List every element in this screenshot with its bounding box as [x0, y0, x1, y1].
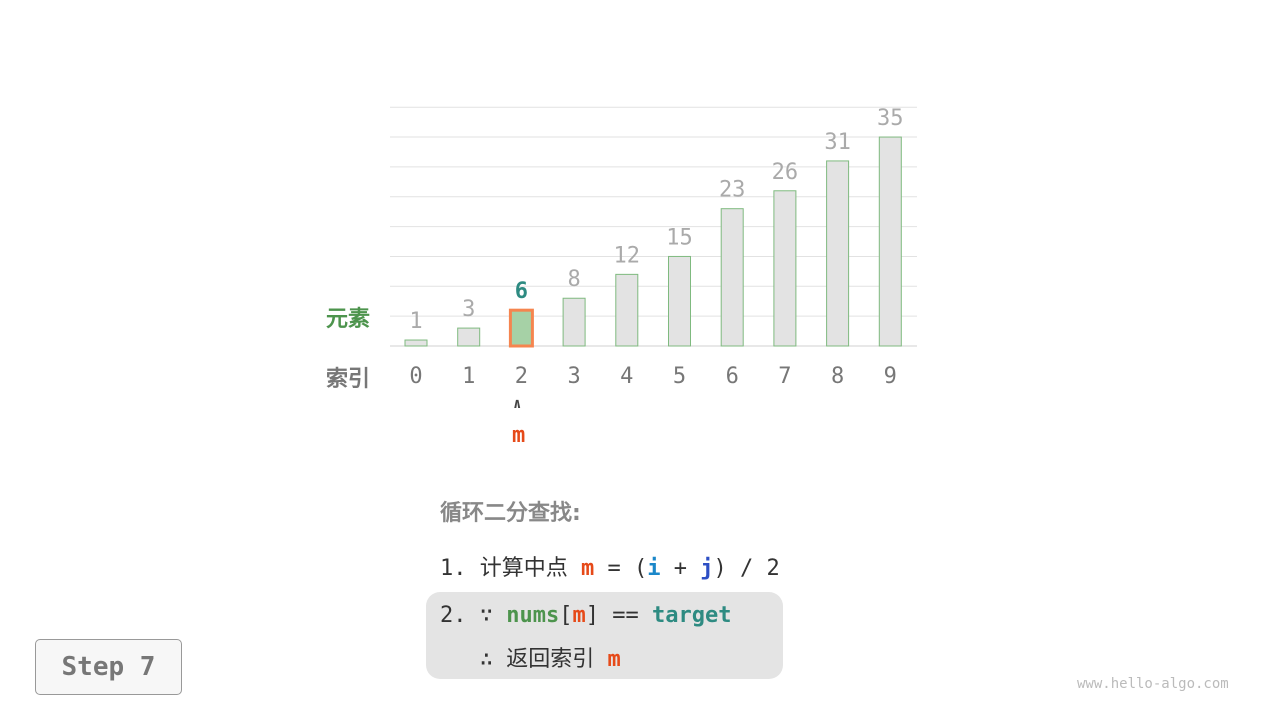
step-text: 返回索引: [506, 647, 595, 672]
bar-value-label: 35: [877, 106, 904, 131]
element-row-label: 元素: [326, 307, 371, 332]
bar: [720, 208, 744, 347]
bar: [562, 297, 586, 347]
index-tick-label: 2: [515, 364, 528, 389]
op: / 2: [740, 556, 780, 581]
bar: [878, 136, 902, 347]
var-j: j: [700, 556, 714, 581]
var-i: i: [647, 556, 661, 581]
bar-value-label: 6: [515, 279, 528, 304]
bar: [404, 339, 428, 347]
op: +: [673, 556, 688, 581]
index-tick-label: 3: [567, 364, 580, 389]
bar: [668, 255, 691, 347]
index-tick-label: 7: [778, 364, 791, 389]
bar: [826, 160, 850, 347]
var-m: m: [581, 556, 595, 581]
var-target: target: [651, 603, 732, 628]
step-line-2: 2. ∵ nums[m] == target: [440, 603, 731, 628]
bar-value-label: 15: [666, 225, 693, 250]
bar-value-label: 3: [462, 297, 475, 322]
bar-value-label: 26: [772, 160, 799, 185]
bar-value-label: 1: [409, 309, 422, 334]
step-line-3: ∴ 返回索引 m: [440, 641, 621, 673]
var-m: m: [572, 603, 586, 628]
op: ]: [585, 603, 599, 628]
step-num: 2.: [440, 603, 467, 628]
step-num: 1.: [440, 556, 467, 581]
pointer-m: m: [512, 423, 526, 448]
bar: [457, 327, 481, 347]
step-line-1: 1. 计算中点 m = (i + j) / 2: [440, 550, 780, 582]
bar-value-label: 31: [824, 130, 851, 155]
index-tick-label: 8: [831, 364, 844, 389]
index-tick-label: 6: [726, 364, 739, 389]
watermark: www.hello-algo.com: [1077, 676, 1229, 692]
index-row-label: 索引: [326, 367, 371, 392]
bar-highlighted: [508, 308, 534, 348]
therefore-symbol: ∴: [479, 647, 493, 672]
index-tick-label: 5: [673, 364, 686, 389]
bar-value-label: 8: [567, 267, 580, 292]
step-text: 计算中点: [479, 556, 568, 581]
step-button[interactable]: Step 7: [35, 639, 182, 695]
current-step-highlight: [426, 592, 783, 679]
op: =: [607, 556, 621, 581]
op: ): [713, 556, 727, 581]
var-m: m: [607, 647, 621, 672]
op: ==: [612, 603, 639, 628]
because-symbol: ∵: [479, 603, 493, 628]
op: [: [559, 603, 573, 628]
steps-title: 循环二分查找:: [440, 501, 581, 526]
index-tick-label: 0: [409, 364, 422, 389]
var-nums: nums: [506, 603, 560, 628]
index-tick-label: 1: [462, 364, 475, 389]
bar-value-label: 12: [614, 243, 641, 268]
bar: [615, 273, 639, 347]
op: (: [634, 556, 648, 581]
index-tick-label: 9: [884, 364, 897, 389]
pointer-arrow-icon: ∧: [513, 396, 522, 412]
bar-value-label: 23: [719, 178, 746, 203]
bar: [773, 190, 797, 347]
index-tick-label: 4: [620, 364, 633, 389]
